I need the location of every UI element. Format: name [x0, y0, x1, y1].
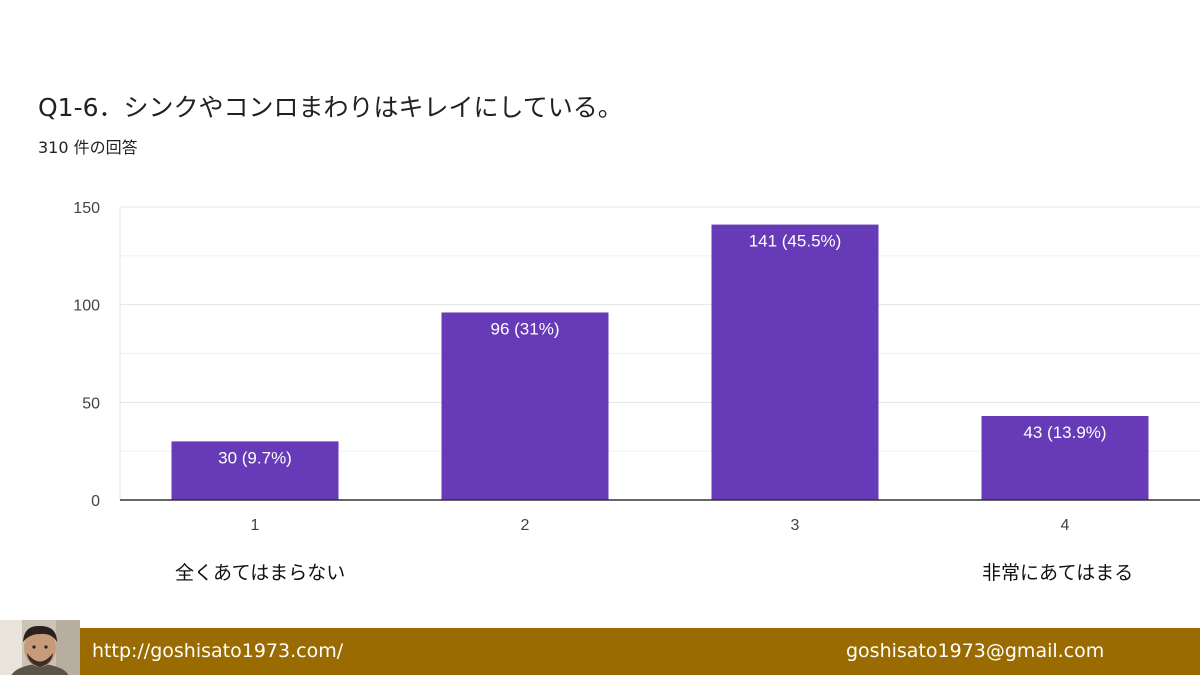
x-tick-label: 3: [791, 517, 800, 534]
bar-1: [171, 441, 339, 500]
x-tick-label: 1: [251, 517, 260, 534]
bar-chart: 0 50 100 150 30 (9.7%) 1 96 (31%) 2 141 (45.5%) 3…: [73, 200, 1200, 534]
bar-4: [981, 416, 1149, 500]
bar-data-label: 141 (45.5%): [749, 232, 842, 251]
x-tick-label: 2: [521, 517, 530, 534]
y-tick-label: 50: [82, 395, 100, 412]
person-photo-icon: [0, 620, 80, 675]
bar-data-label: 30 (9.7%): [218, 448, 292, 467]
scale-label-low: 全くあてはまらない: [175, 562, 346, 584]
scale-label-high: 非常にあてはまる: [982, 562, 1134, 584]
y-tick-label: 100: [73, 298, 100, 315]
bar-data-label: 43 (13.9%): [1023, 423, 1106, 442]
bar-data-label: 96 (31%): [491, 319, 560, 338]
x-tick-label: 4: [1061, 517, 1070, 534]
footer-bar: http://goshisato1973.com/ goshisato1973@…: [0, 628, 1200, 675]
y-tick-label: 0: [91, 493, 100, 510]
footer-url-link[interactable]: http://goshisato1973.com/: [92, 640, 344, 662]
bar-3: [711, 224, 879, 500]
footer-email[interactable]: goshisato1973@gmail.com: [846, 640, 1105, 662]
response-count: 310 件の回答: [38, 138, 138, 157]
bar-2: [441, 312, 609, 500]
y-tick-label: 150: [73, 200, 100, 217]
chart-title: Q1-6．シンクやコンロまわりはキレイにしている。: [38, 93, 623, 122]
